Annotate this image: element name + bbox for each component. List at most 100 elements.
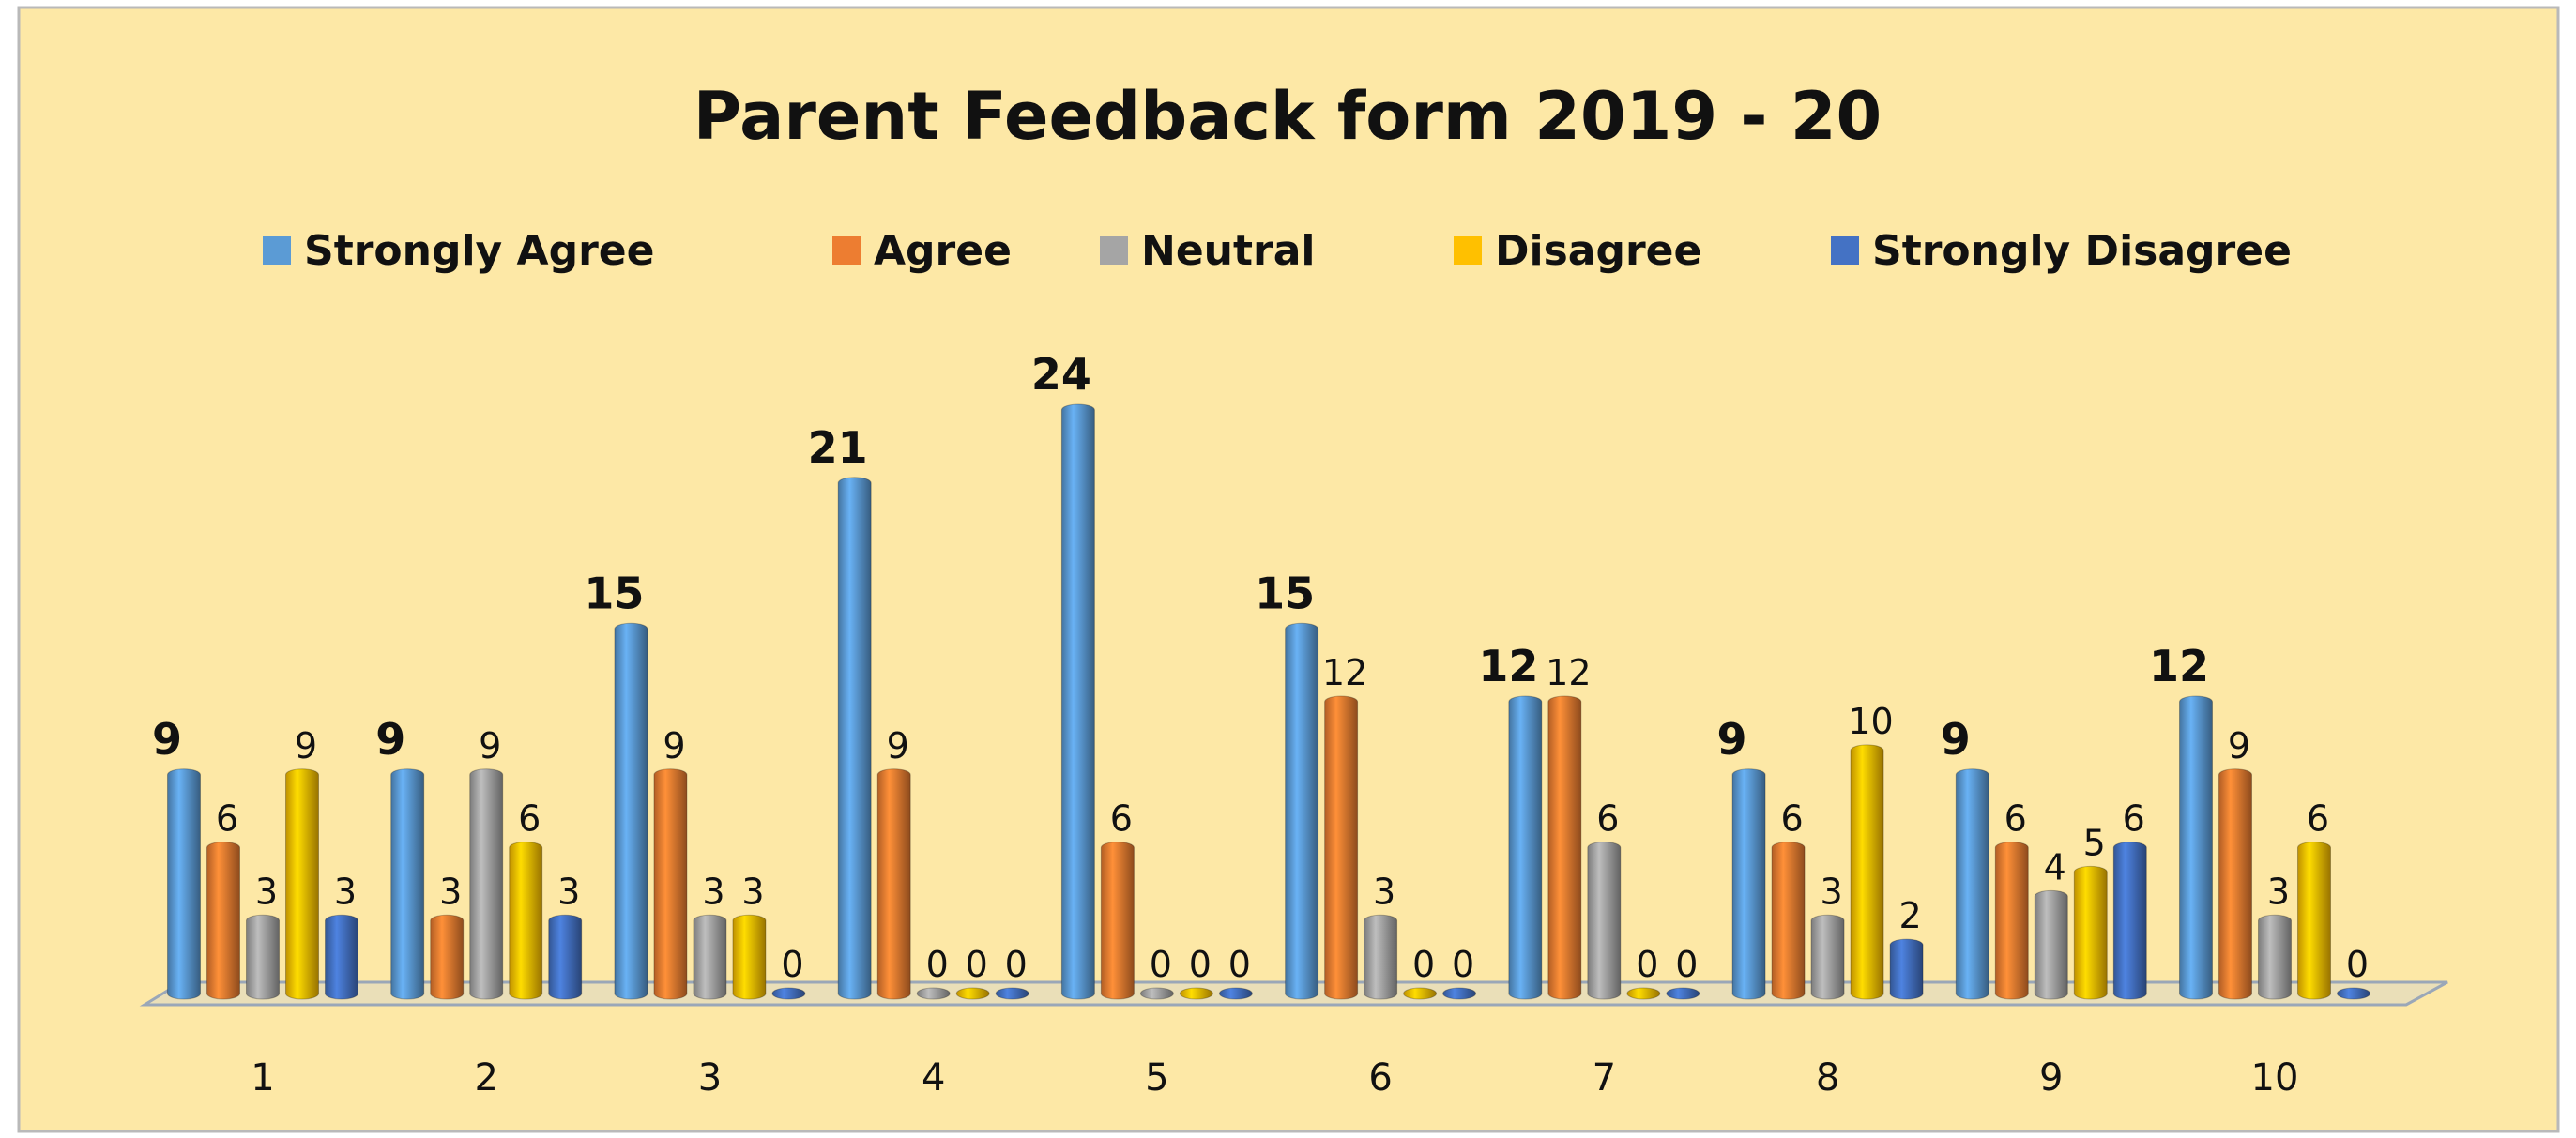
- data-label: 0: [1675, 944, 1698, 985]
- bar: [206, 842, 240, 1000]
- data-label: 9: [152, 714, 182, 765]
- bar: [1955, 768, 1989, 1000]
- data-label: 21: [808, 422, 868, 473]
- chart-title: Parent Feedback form 2019 - 20: [694, 78, 1882, 155]
- data-label: 9: [887, 725, 909, 766]
- x-tick-label: 1: [251, 1056, 274, 1100]
- x-tick-label: 5: [1145, 1056, 1168, 1100]
- bar: [2034, 889, 2068, 1000]
- data-label: 3: [1820, 871, 1842, 912]
- legend-label: Strongly Agree: [304, 227, 654, 275]
- data-label: 6: [1110, 798, 1133, 840]
- data-label: 9: [479, 725, 501, 766]
- data-label: 10: [1848, 701, 1893, 742]
- x-tick-label: 7: [1593, 1056, 1616, 1100]
- bar: [837, 477, 872, 1000]
- bar: [548, 914, 583, 1000]
- bar: [653, 768, 688, 1000]
- data-label: 3: [439, 871, 462, 912]
- data-label: 12: [2149, 641, 2209, 691]
- bar: [1442, 987, 1477, 1000]
- data-label: 3: [2267, 871, 2290, 912]
- data-label: 0: [2346, 944, 2369, 985]
- bar: [1285, 622, 1319, 1000]
- data-label: 0: [1636, 944, 1658, 985]
- bar: [1889, 938, 1924, 1000]
- bar: [285, 768, 319, 1000]
- bar: [614, 622, 648, 1000]
- data-label: 6: [2123, 798, 2145, 840]
- legend-label: Disagree: [1495, 227, 1701, 275]
- bar: [2218, 768, 2252, 1000]
- data-label: 6: [1780, 798, 1803, 840]
- data-label: 6: [518, 798, 541, 840]
- bar: [1060, 403, 1095, 1000]
- data-label: 6: [216, 798, 238, 840]
- legend-swatch: [832, 236, 861, 265]
- bar: [732, 914, 767, 1000]
- bar: [1666, 987, 1700, 1000]
- data-label: 6: [2307, 798, 2329, 840]
- bar: [955, 987, 990, 1000]
- data-label: 15: [584, 568, 644, 618]
- bar: [916, 987, 951, 1000]
- bar: [1403, 987, 1438, 1000]
- data-label: 3: [741, 871, 764, 912]
- data-label: 2: [1898, 895, 1921, 936]
- x-tick-label: 2: [474, 1056, 497, 1100]
- data-label: 9: [295, 725, 317, 766]
- x-tick-label: 10: [2251, 1056, 2299, 1100]
- legend-swatch: [1831, 236, 1859, 265]
- bar: [876, 768, 911, 1000]
- bar: [1508, 695, 1543, 1000]
- bar: [469, 768, 504, 1000]
- bar: [2297, 842, 2331, 1000]
- bar: [1731, 768, 1766, 1000]
- bar: [1994, 842, 2029, 1000]
- data-label: 5: [2083, 822, 2106, 863]
- legend-swatch: [263, 236, 291, 265]
- bar: [1100, 842, 1135, 1000]
- x-tick-label: 3: [698, 1056, 722, 1100]
- bar: [1179, 987, 1213, 1000]
- x-tick-label: 6: [1368, 1056, 1392, 1100]
- bar: [693, 914, 727, 1000]
- data-label: 3: [702, 871, 724, 912]
- data-label: 12: [1322, 652, 1367, 693]
- bar: [2073, 865, 2108, 1000]
- data-label: 15: [1255, 568, 1315, 618]
- legend-label: Neutral: [1141, 227, 1316, 275]
- legend-label: Agree: [874, 227, 1012, 275]
- bar: [1850, 744, 1884, 1000]
- data-label: 0: [1150, 944, 1172, 985]
- bar: [1587, 842, 1622, 1000]
- data-label: 12: [1478, 641, 1538, 691]
- bar: [771, 987, 806, 1000]
- data-label: 6: [2004, 798, 2027, 840]
- bar: [430, 914, 465, 1000]
- data-label: 12: [1546, 652, 1591, 693]
- data-label: 3: [334, 871, 357, 912]
- data-label: 0: [1452, 944, 1474, 985]
- data-label: 9: [1941, 714, 1971, 765]
- bar: [2112, 842, 2147, 1000]
- data-label: 3: [255, 871, 278, 912]
- bar: [2179, 695, 2213, 1000]
- data-label: 0: [1189, 944, 1212, 985]
- data-label: 0: [781, 944, 803, 985]
- data-label: 9: [375, 714, 405, 765]
- legend-swatch: [1454, 236, 1482, 265]
- bar: [2258, 914, 2292, 1000]
- legend-label: Strongly Disagree: [1872, 227, 2292, 275]
- data-label: 9: [1717, 714, 1747, 765]
- data-label: 0: [926, 944, 949, 985]
- data-label: 24: [1031, 349, 1091, 400]
- legend-swatch: [1100, 236, 1128, 265]
- data-label: 0: [1412, 944, 1435, 985]
- data-label: 9: [663, 725, 685, 766]
- bar: [1364, 914, 1398, 1000]
- bar: [325, 914, 358, 1000]
- data-label: 4: [2044, 846, 2066, 888]
- bar: [1324, 695, 1359, 1000]
- bar: [246, 914, 280, 1000]
